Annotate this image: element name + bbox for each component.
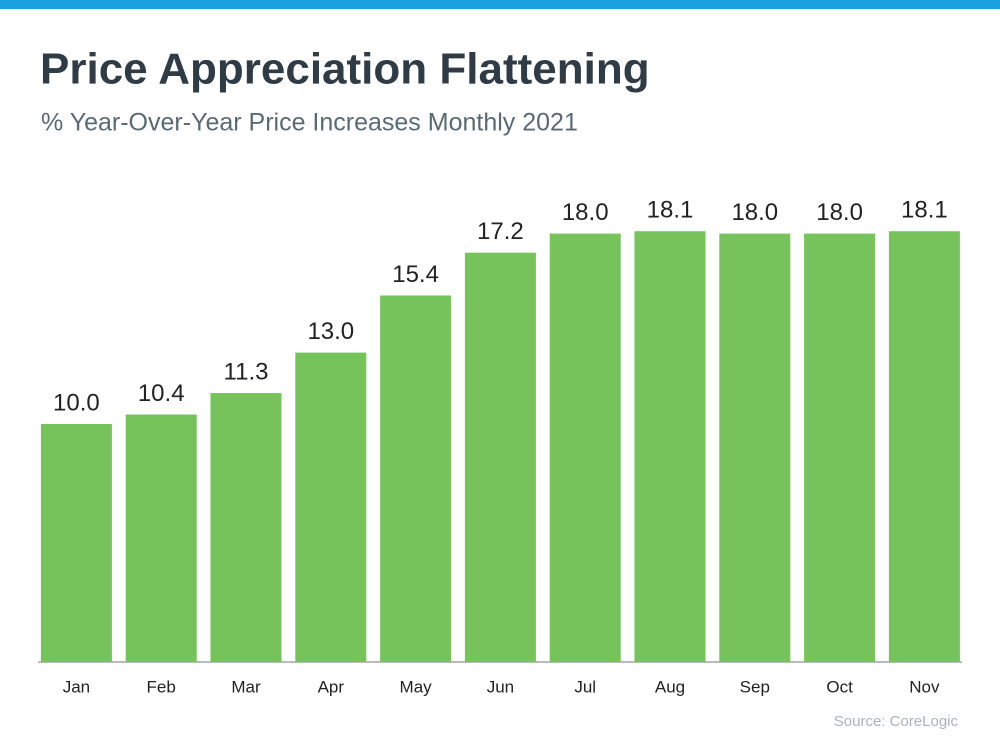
chart-subtitle: % Year-Over-Year Price Increases Monthly… bbox=[41, 109, 578, 137]
bar bbox=[210, 393, 282, 662]
chart-title: Price Appreciation Flattening bbox=[40, 45, 650, 94]
value-label: 18.1 bbox=[647, 197, 694, 224]
value-label: 13.0 bbox=[307, 318, 354, 345]
value-label: 17.2 bbox=[477, 218, 524, 245]
x-tick-label: Feb bbox=[147, 677, 176, 696]
x-tick-label: Oct bbox=[826, 677, 853, 696]
x-tick-label: Jan bbox=[63, 677, 90, 696]
bar bbox=[719, 233, 791, 662]
x-tick-label: Mar bbox=[231, 677, 261, 696]
x-tick-label: Sep bbox=[740, 677, 770, 696]
x-tick-label: May bbox=[400, 677, 433, 696]
source: Source: CoreLogic bbox=[834, 713, 959, 730]
x-tick-label: Aug bbox=[655, 677, 685, 696]
bar bbox=[634, 231, 706, 662]
bar bbox=[40, 424, 112, 662]
bar bbox=[804, 233, 876, 662]
value-label: 15.4 bbox=[392, 261, 439, 288]
bar bbox=[295, 352, 367, 662]
x-tick-label: Jul bbox=[574, 677, 596, 696]
value-label: 18.0 bbox=[562, 199, 609, 226]
x-tick-label: Apr bbox=[318, 677, 345, 696]
bar bbox=[888, 231, 960, 662]
value-label: 18.0 bbox=[816, 199, 863, 226]
bar bbox=[380, 295, 452, 662]
x-tick-label: Jun bbox=[487, 677, 514, 696]
bar bbox=[125, 414, 197, 662]
value-label: 11.3 bbox=[224, 358, 269, 385]
bar bbox=[549, 233, 621, 662]
value-label: 18.1 bbox=[901, 197, 948, 224]
value-label: 10.0 bbox=[53, 389, 100, 416]
x-tick-label: Nov bbox=[909, 677, 940, 696]
value-label: 10.4 bbox=[138, 380, 185, 407]
value-label: 18.0 bbox=[731, 199, 778, 226]
top-band bbox=[0, 0, 1000, 9]
bar bbox=[464, 252, 536, 662]
